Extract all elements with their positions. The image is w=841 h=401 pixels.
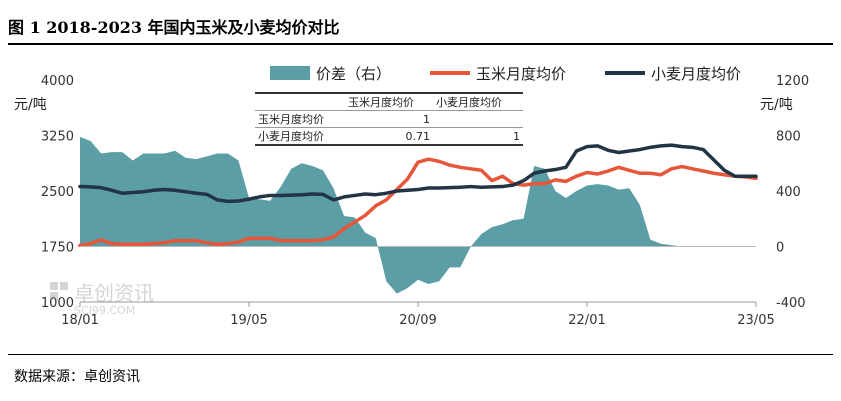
right-tick-label: 800 — [776, 130, 801, 145]
table-header-row: 玉米月度均价 小麦月度均价 — [255, 92, 523, 111]
left-tick-label: 1000 — [41, 296, 74, 311]
left-tick-label: 4000 — [41, 74, 74, 89]
watermark-square-icon — [50, 282, 58, 290]
x-tick-label: 22/01 — [568, 313, 605, 328]
price-spread-area — [80, 136, 756, 294]
watermark-name: 卓创资讯 — [74, 281, 154, 305]
left-tick-label: 1750 — [41, 241, 74, 256]
legend-label: 价差（右） — [316, 65, 391, 83]
table-cell: 1 — [433, 127, 523, 146]
right-tick-label: 1200 — [776, 74, 809, 89]
watermark-site: SCI99.COM — [74, 304, 135, 317]
x-tick-label: 20/09 — [399, 313, 436, 328]
watermark-logo: 卓创资讯 SCI99.COM — [50, 281, 154, 317]
watermark-square-icon — [60, 282, 68, 290]
table-row: 小麦月度均价 0.71 1 — [255, 127, 523, 146]
wheat-price-line — [78, 143, 758, 204]
table-row: 玉米月度均价 1 — [255, 110, 523, 128]
table-row-label: 小麦月度均价 — [255, 127, 345, 146]
left-tick-label: 3250 — [41, 130, 74, 145]
left-axis-unit: 元/吨 — [14, 97, 47, 113]
correlation-table: 玉米月度均价 小麦月度均价 玉米月度均价 1 小麦月度均价 0.71 1 — [255, 92, 523, 146]
legend-swatch-area — [270, 66, 310, 80]
watermark-square-icon — [50, 292, 58, 300]
corn-price-line — [78, 157, 758, 248]
x-tick-label: 23/05 — [737, 313, 774, 328]
footer-rule — [8, 354, 833, 355]
table-cell: 1 — [345, 110, 433, 128]
right-tick-label: -400 — [776, 296, 806, 311]
legend-label: 玉米月度均价 — [476, 65, 566, 83]
page-title: 图 1 2018-2023 年国内玉米及小麦均价对比 — [8, 18, 340, 37]
table-cell — [433, 110, 523, 128]
right-axis-unit: 元/吨 — [760, 97, 793, 113]
right-tick-label: 0 — [776, 241, 784, 256]
table-cell: 0.71 — [345, 127, 433, 146]
x-tick-label: 18/01 — [61, 313, 98, 328]
table-header-cell: 玉米月度均价 — [345, 92, 433, 111]
table-header-cell: 小麦月度均价 — [433, 92, 523, 111]
left-tick-label: 2500 — [41, 185, 74, 200]
title-rule — [8, 43, 833, 45]
right-tick-label: 400 — [776, 185, 801, 200]
table-row-label: 玉米月度均价 — [255, 110, 345, 128]
table-cell — [255, 92, 345, 111]
source-note: 数据来源：卓创资讯 — [14, 369, 140, 385]
x-tick-label: 19/05 — [230, 313, 267, 328]
legend-label: 小麦月度均价 — [651, 65, 741, 83]
